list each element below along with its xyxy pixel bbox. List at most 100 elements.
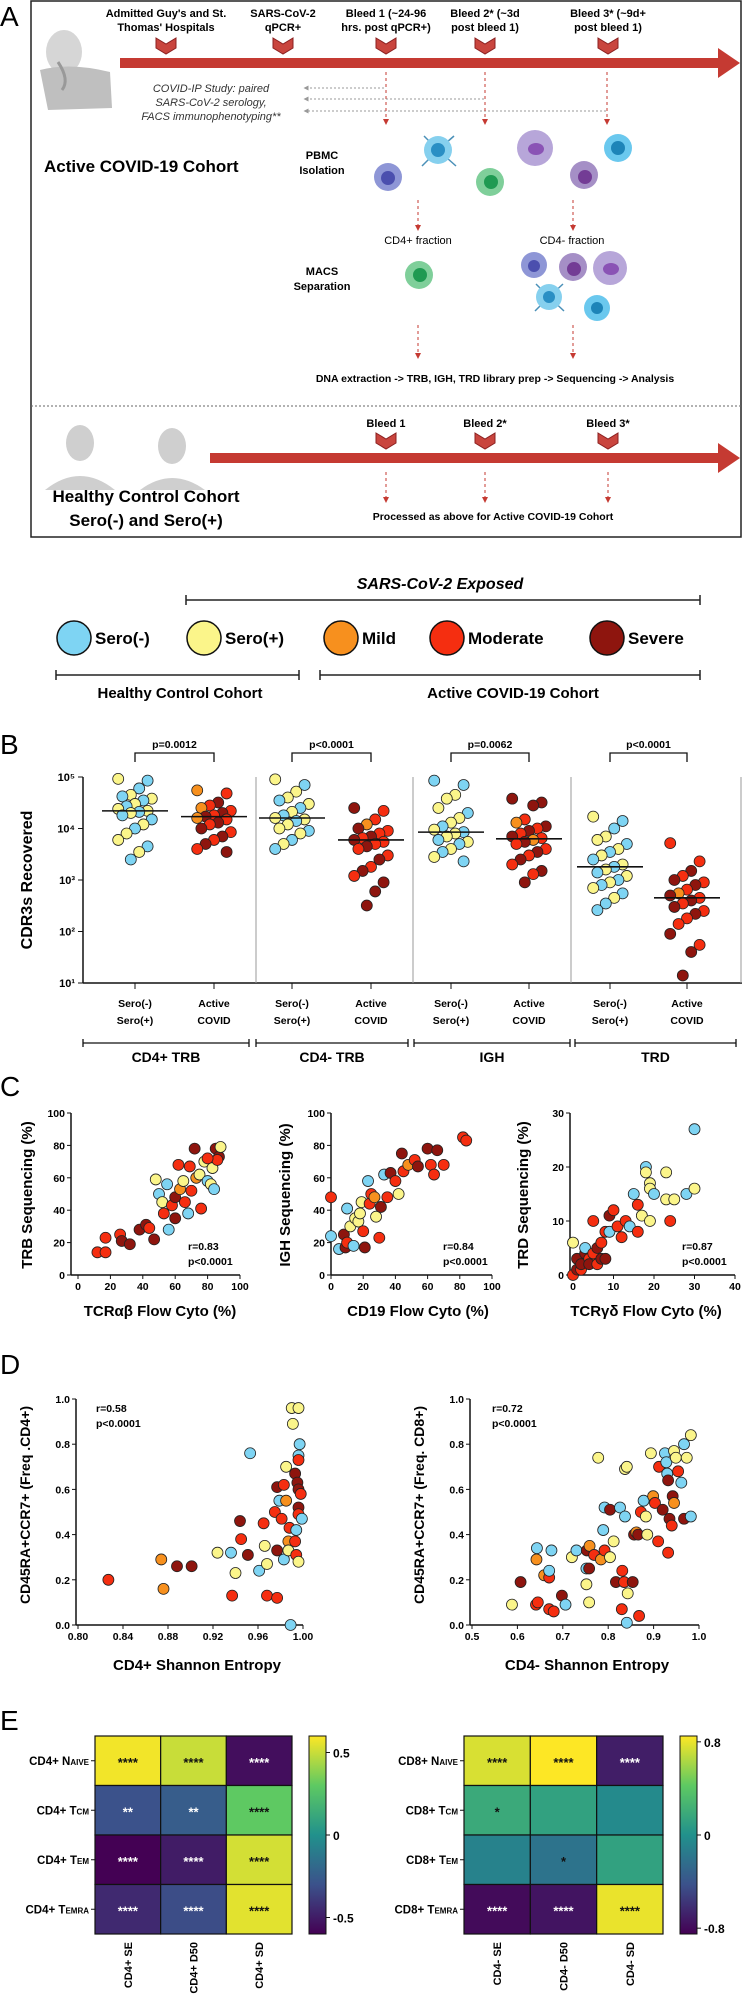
timepoint-marker-icon: [597, 37, 619, 55]
data-point: [143, 1222, 156, 1234]
heatmap-cell: [94, 1834, 162, 1886]
row-label: CD4+ Temra: [26, 1904, 90, 1916]
data-point: [597, 1524, 610, 1536]
colorbar: [679, 1735, 698, 1935]
data-point: [591, 834, 604, 846]
x-tick-label: 0.96: [248, 1631, 269, 1643]
row-label: CD8+ Temra: [395, 1904, 459, 1916]
heatmap-cell: [596, 1784, 664, 1836]
data-point: [234, 1515, 246, 1527]
data-point: [567, 1236, 579, 1249]
significance-stars: ****: [118, 1755, 139, 1770]
colorbar-tick-label: 0: [333, 1829, 340, 1843]
data-point: [179, 1196, 191, 1208]
category-label-line1: Active: [355, 998, 387, 1010]
data-point: [587, 810, 600, 823]
healthy-cohort-label: Healthy Control Cohort: [98, 685, 263, 702]
significance-stars: ****: [249, 1903, 270, 1918]
data-point: [437, 1158, 450, 1171]
y-tick-label: 100: [307, 1108, 325, 1120]
legend-label: Mild: [362, 629, 396, 648]
legend-swatch: [589, 620, 625, 656]
data-point: [195, 822, 208, 835]
y-tick-label: 0: [319, 1270, 325, 1282]
data-point: [360, 899, 373, 912]
correlation-p: p<0.0001: [443, 1256, 488, 1268]
heatmap-cell: [463, 1784, 531, 1836]
active-cohort-legend-label: Active COVID-19 Cohort: [427, 685, 599, 702]
legend-swatch: [323, 620, 359, 656]
data-point: [599, 1252, 612, 1265]
event-label-line1: Admitted Guy's and St.: [106, 8, 227, 20]
active-timeline-arrowhead: [718, 48, 740, 78]
legend-swatch: [56, 620, 92, 656]
row-label: CD4+ Naive: [29, 1756, 90, 1768]
data-point: [614, 1501, 626, 1514]
data-point: [633, 1610, 645, 1622]
data-point: [211, 1546, 224, 1559]
data-point: [681, 912, 693, 925]
data-point: [162, 1223, 175, 1236]
significance-stars: ****: [118, 1854, 139, 1869]
y-tick-label: 0.8: [55, 1439, 70, 1451]
data-point: [688, 1182, 701, 1195]
data-point: [375, 1201, 387, 1213]
data-point: [257, 1517, 270, 1530]
macs-label-line2: Separation: [294, 281, 351, 293]
correlation-p: p<0.0001: [682, 1256, 727, 1268]
x-tick-label: 20: [105, 1281, 117, 1293]
data-point: [191, 784, 204, 797]
y-tick-label: 0.2: [449, 1575, 464, 1587]
x-tick-label: 0: [75, 1281, 81, 1293]
data-point: [347, 1239, 360, 1252]
category-label-line2: COVID: [197, 1015, 231, 1027]
data-point: [668, 901, 681, 913]
processed-note: Processed as above for Active COVID-19 C…: [373, 511, 614, 523]
data-point: [620, 1460, 633, 1473]
data-point: [211, 1154, 224, 1166]
data-point: [662, 1546, 675, 1559]
data-point: [161, 1178, 174, 1191]
legend-label: Severe: [628, 629, 684, 648]
category-label-line1: Active: [198, 998, 230, 1010]
heatmap-cell: [160, 1834, 227, 1886]
data-point: [665, 1519, 678, 1532]
data-point: [531, 1596, 544, 1609]
data-point: [235, 1533, 248, 1546]
data-point: [155, 1553, 168, 1566]
heatmap-cell: [596, 1883, 664, 1935]
data-point: [506, 1598, 518, 1611]
y-tick-label: 60: [313, 1173, 325, 1185]
category-label-line2: Sero(+): [592, 1015, 628, 1027]
data-point: [220, 787, 233, 800]
data-point: [157, 1582, 170, 1595]
active-timeline-arrow: [120, 58, 720, 68]
pbmc-label-line2: Isolation: [299, 165, 345, 177]
row-label: CD4+ Tcm: [37, 1805, 90, 1817]
colorbar-tick-label: 0.8: [704, 1736, 721, 1750]
significance-stars: ****: [487, 1903, 508, 1918]
x-tick-label: 40: [390, 1281, 402, 1293]
data-point: [280, 1494, 293, 1507]
heatmap-cell: [529, 1784, 598, 1836]
data-point: [619, 1510, 631, 1523]
data-point: [370, 1210, 382, 1223]
heatmap-cell: [160, 1735, 227, 1787]
control-cohort-label-line2: Sero(-) and Sero(+): [69, 511, 223, 530]
control-bleed-label: Bleed 3*: [586, 418, 630, 430]
data-point: [604, 1503, 616, 1516]
timepoint-marker-icon: [375, 432, 397, 450]
event-label-line1: Bleed 2* (~3d: [450, 8, 519, 20]
x-tick-label: 40: [137, 1281, 149, 1293]
column-label: CD4+ SE: [123, 1942, 135, 1988]
colorbar-tick-label: -0.5: [333, 1912, 354, 1926]
data-point: [148, 1233, 161, 1246]
data-point: [545, 1544, 558, 1557]
heatmap-cell: [529, 1883, 598, 1935]
heatmap-cell: [225, 1883, 293, 1935]
category-label-line2: Sero(+): [274, 1015, 310, 1027]
x-tick-label: 0.88: [158, 1631, 179, 1643]
data-point: [292, 1402, 305, 1414]
data-point: [229, 1567, 242, 1579]
panel-c-scatter-charts: 0 20 40 60 80 100020406080100r=0.83p<0.0001TC…: [19, 1108, 741, 1320]
